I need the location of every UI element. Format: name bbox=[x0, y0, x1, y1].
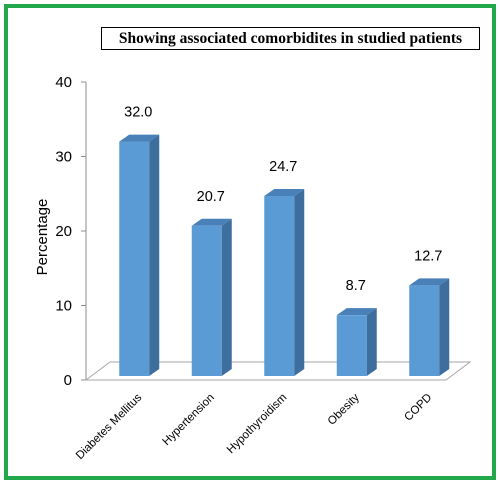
bar-side bbox=[149, 134, 160, 376]
bar-side bbox=[366, 308, 377, 376]
y-tick-label: 40 bbox=[55, 74, 72, 91]
x-tick-label: Diabetes Mellitus bbox=[74, 391, 145, 462]
x-tick-label: Hypothyroidism bbox=[225, 392, 290, 457]
data-label: 24.7 bbox=[269, 159, 297, 175]
x-tick-label: COPD bbox=[402, 392, 434, 424]
y-axis-label: Percentage bbox=[34, 199, 51, 276]
bar-top bbox=[119, 134, 160, 142]
x-tick-label: Obesity bbox=[326, 391, 362, 427]
data-label: 8.7 bbox=[346, 278, 366, 294]
bar-side bbox=[221, 218, 232, 376]
x-tick-label: Hypertension bbox=[160, 392, 216, 448]
chart-bars bbox=[119, 134, 450, 376]
chart-labels: 0 10 20 30 40 32.0 Diabetes Mellitus 20.7 Hypert… bbox=[55, 74, 442, 462]
data-label: 12.7 bbox=[414, 248, 442, 264]
bar bbox=[264, 195, 295, 376]
bar bbox=[119, 141, 150, 376]
bar bbox=[336, 315, 367, 376]
bar-side bbox=[294, 188, 305, 376]
data-label: 32.0 bbox=[124, 105, 152, 121]
bar-top bbox=[191, 218, 232, 226]
bar-top bbox=[409, 278, 450, 286]
y-tick-label: 0 bbox=[64, 372, 72, 389]
data-label: 20.7 bbox=[197, 189, 225, 205]
bar-side bbox=[439, 278, 450, 376]
chart-title: Showing associated comorbidites in studi… bbox=[101, 27, 480, 50]
bar-top bbox=[336, 308, 377, 316]
y-tick-label: 30 bbox=[55, 149, 72, 166]
bar-top bbox=[264, 188, 305, 196]
bar bbox=[191, 225, 222, 376]
y-tick-label: 20 bbox=[55, 223, 72, 240]
y-tick-label: 10 bbox=[55, 298, 72, 315]
bar bbox=[409, 285, 440, 376]
